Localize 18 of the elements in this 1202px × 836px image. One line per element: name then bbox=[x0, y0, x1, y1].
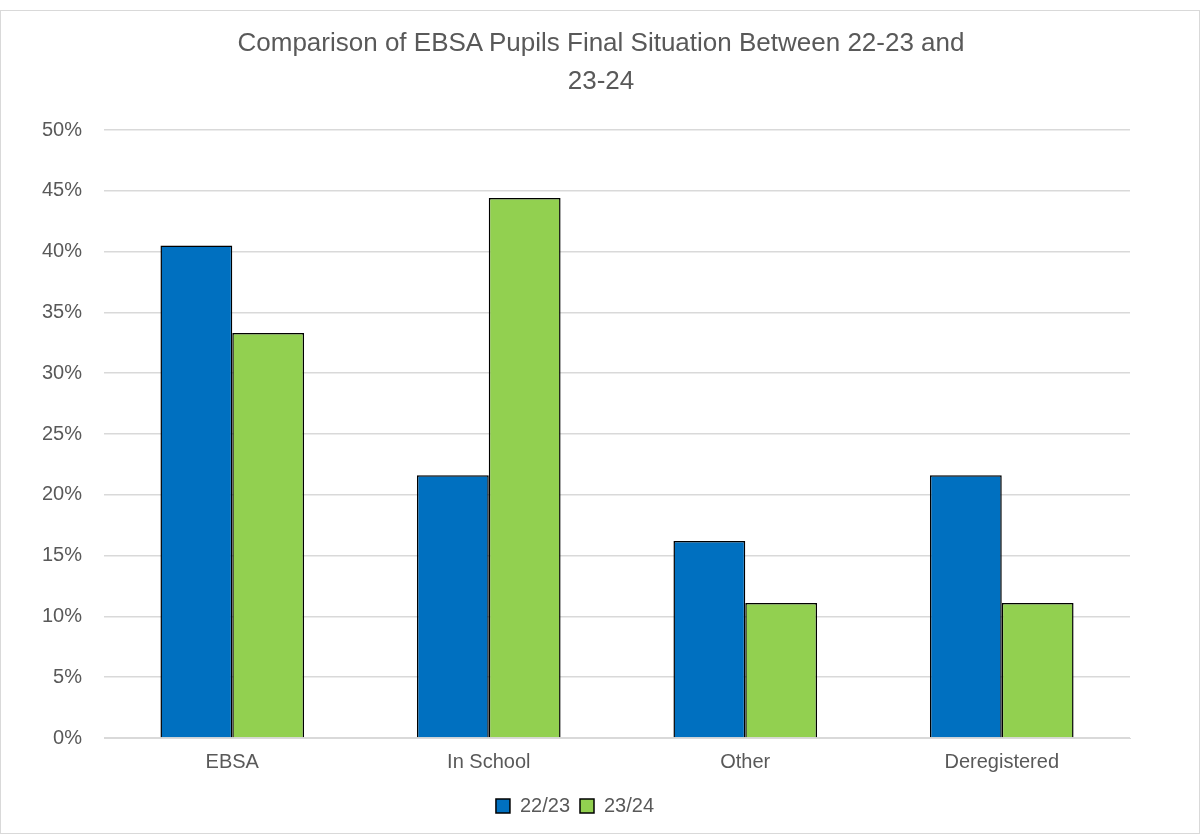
legend-label: 23/24 bbox=[604, 793, 655, 816]
y-tick-label: 5% bbox=[53, 664, 83, 687]
y-tick-label: 50% bbox=[42, 117, 83, 140]
y-tick-label: 10% bbox=[42, 603, 83, 626]
y-tick-label: 0% bbox=[53, 725, 83, 748]
x-tick-label: Other bbox=[720, 749, 771, 772]
x-tick-label: EBSA bbox=[205, 749, 260, 772]
x-tick-label: Deregistered bbox=[944, 749, 1060, 772]
chart-title: Comparison of EBSA Pupils Final Situation Between 22-23 and 23-24 bbox=[236, 26, 966, 97]
legend-label: 22/23 bbox=[519, 793, 571, 816]
y-tick-label: 35% bbox=[42, 299, 83, 322]
y-tick-label: 40% bbox=[42, 239, 83, 262]
y-tick-label: 30% bbox=[42, 360, 83, 383]
x-tick-label: In School bbox=[447, 749, 531, 772]
y-tick-label: 45% bbox=[42, 178, 83, 201]
y-tick-label: 25% bbox=[42, 421, 83, 444]
y-tick-label: 20% bbox=[42, 482, 83, 505]
y-tick-label: 15% bbox=[42, 543, 83, 566]
